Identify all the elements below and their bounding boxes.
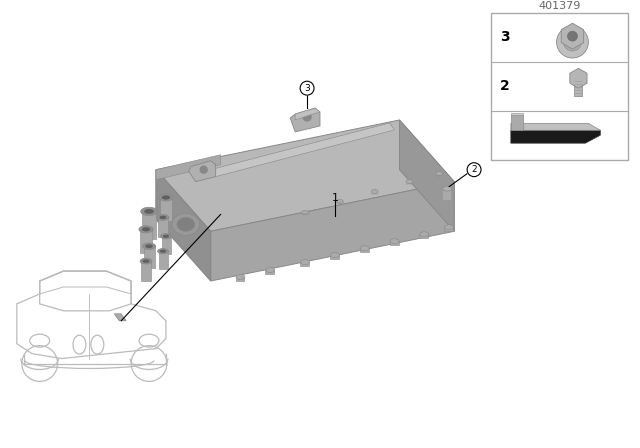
Bar xyxy=(142,211,156,239)
Ellipse shape xyxy=(142,227,150,232)
Ellipse shape xyxy=(157,215,169,220)
Ellipse shape xyxy=(301,211,308,215)
Ellipse shape xyxy=(159,194,173,201)
Bar xyxy=(491,13,628,160)
Polygon shape xyxy=(236,277,244,281)
Polygon shape xyxy=(511,115,523,130)
Ellipse shape xyxy=(161,233,172,239)
Bar xyxy=(158,217,168,237)
Bar xyxy=(160,198,172,221)
Ellipse shape xyxy=(143,243,156,250)
Polygon shape xyxy=(156,170,211,279)
Polygon shape xyxy=(360,248,369,252)
Text: 2: 2 xyxy=(471,165,477,174)
Ellipse shape xyxy=(266,267,275,272)
Ellipse shape xyxy=(144,209,154,214)
Polygon shape xyxy=(115,314,126,321)
Ellipse shape xyxy=(177,217,195,231)
Text: 3: 3 xyxy=(304,84,310,93)
Text: 2: 2 xyxy=(500,79,509,93)
Ellipse shape xyxy=(141,207,157,215)
Ellipse shape xyxy=(162,195,170,200)
Bar xyxy=(141,261,151,281)
Polygon shape xyxy=(561,23,584,49)
Polygon shape xyxy=(211,181,454,281)
Ellipse shape xyxy=(330,253,339,258)
Text: 1: 1 xyxy=(332,193,339,202)
Ellipse shape xyxy=(143,259,150,263)
Circle shape xyxy=(467,163,481,177)
Polygon shape xyxy=(511,113,523,115)
Ellipse shape xyxy=(236,275,245,280)
Bar xyxy=(159,251,168,269)
Circle shape xyxy=(300,81,314,95)
Circle shape xyxy=(564,33,581,51)
Circle shape xyxy=(200,166,207,173)
Ellipse shape xyxy=(420,232,429,237)
Ellipse shape xyxy=(172,213,200,235)
Polygon shape xyxy=(511,123,600,130)
Ellipse shape xyxy=(140,258,152,264)
Bar xyxy=(162,236,171,254)
Ellipse shape xyxy=(436,172,443,176)
Polygon shape xyxy=(419,234,428,238)
Polygon shape xyxy=(330,255,339,259)
Polygon shape xyxy=(156,170,211,281)
Ellipse shape xyxy=(371,190,378,194)
Ellipse shape xyxy=(160,250,166,253)
Ellipse shape xyxy=(139,226,153,233)
Bar xyxy=(140,229,152,253)
Ellipse shape xyxy=(301,260,310,265)
Polygon shape xyxy=(266,270,275,274)
Polygon shape xyxy=(211,123,394,177)
Ellipse shape xyxy=(337,199,343,203)
Circle shape xyxy=(557,26,588,58)
Polygon shape xyxy=(156,155,221,180)
Polygon shape xyxy=(156,120,454,231)
Polygon shape xyxy=(295,108,320,120)
Ellipse shape xyxy=(163,235,169,238)
Ellipse shape xyxy=(406,180,413,184)
Polygon shape xyxy=(399,120,454,231)
Polygon shape xyxy=(444,227,453,231)
Ellipse shape xyxy=(145,244,153,248)
Polygon shape xyxy=(390,241,399,245)
Polygon shape xyxy=(511,130,600,143)
Ellipse shape xyxy=(445,225,454,230)
Ellipse shape xyxy=(360,246,369,251)
Polygon shape xyxy=(570,68,587,88)
Polygon shape xyxy=(189,161,216,181)
Circle shape xyxy=(568,31,577,41)
Bar xyxy=(144,246,155,268)
Text: 3: 3 xyxy=(500,30,509,44)
Ellipse shape xyxy=(443,186,452,191)
Polygon shape xyxy=(300,262,309,266)
Polygon shape xyxy=(290,108,320,132)
Circle shape xyxy=(303,113,311,121)
Ellipse shape xyxy=(159,215,166,219)
Ellipse shape xyxy=(157,249,168,254)
Bar xyxy=(575,76,582,96)
Ellipse shape xyxy=(390,239,399,244)
Text: 401379: 401379 xyxy=(538,0,580,11)
